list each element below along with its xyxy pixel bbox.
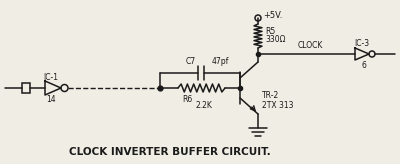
Text: +5V.: +5V. bbox=[263, 11, 282, 20]
Text: IC-3: IC-3 bbox=[354, 39, 370, 48]
Text: R6: R6 bbox=[182, 94, 192, 103]
Bar bbox=[22, 83, 30, 93]
Text: 330Ω: 330Ω bbox=[265, 35, 286, 44]
Text: CLOCK INVERTER BUFFER CIRCUIT.: CLOCK INVERTER BUFFER CIRCUIT. bbox=[69, 147, 271, 157]
Text: 14: 14 bbox=[46, 95, 56, 104]
Text: 6: 6 bbox=[362, 61, 366, 70]
Text: C7: C7 bbox=[186, 58, 196, 66]
Text: 2.2K: 2.2K bbox=[195, 102, 212, 111]
Text: 2TX 313: 2TX 313 bbox=[262, 101, 294, 110]
Text: TR-2: TR-2 bbox=[262, 92, 279, 101]
Text: 47pf: 47pf bbox=[212, 58, 229, 66]
Text: CLOCK: CLOCK bbox=[297, 41, 323, 51]
Text: R5: R5 bbox=[265, 28, 275, 37]
Text: IC-1: IC-1 bbox=[44, 72, 58, 82]
